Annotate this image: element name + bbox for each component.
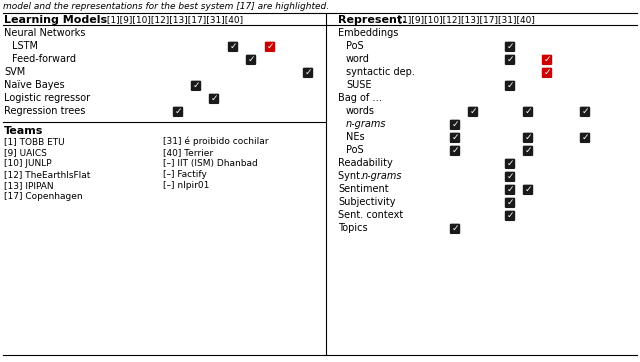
Text: [31] é proibido cochilar: [31] é proibido cochilar (163, 137, 269, 147)
Text: [1][9][10][12][13][17][31][40]: [1][9][10][12][13][17][31][40] (104, 15, 243, 24)
FancyBboxPatch shape (580, 107, 590, 117)
Text: syntactic dep.: syntactic dep. (346, 67, 415, 77)
FancyBboxPatch shape (450, 132, 460, 143)
FancyBboxPatch shape (265, 42, 275, 52)
FancyBboxPatch shape (450, 120, 460, 130)
Text: Readability: Readability (338, 158, 393, 168)
Text: ✓: ✓ (524, 185, 532, 194)
FancyBboxPatch shape (505, 172, 515, 182)
FancyBboxPatch shape (505, 198, 515, 208)
Text: ✓: ✓ (506, 81, 514, 90)
Text: ✓: ✓ (506, 55, 514, 64)
Text: ✓: ✓ (451, 224, 459, 233)
Text: ✓: ✓ (524, 133, 532, 142)
Text: ✓: ✓ (524, 146, 532, 155)
Text: ✓: ✓ (451, 133, 459, 142)
FancyBboxPatch shape (505, 55, 515, 65)
Text: LSTM: LSTM (12, 41, 38, 51)
FancyBboxPatch shape (450, 224, 460, 234)
Text: ✓: ✓ (543, 55, 551, 64)
Text: ✓: ✓ (506, 159, 514, 168)
Text: ✓: ✓ (506, 185, 514, 194)
Text: word: word (346, 54, 370, 64)
FancyBboxPatch shape (542, 55, 552, 65)
Text: SUSE: SUSE (346, 80, 371, 90)
Text: Logistic regressor: Logistic regressor (4, 93, 90, 103)
FancyBboxPatch shape (505, 159, 515, 169)
Text: Bag of …: Bag of … (338, 93, 382, 103)
FancyBboxPatch shape (523, 146, 533, 156)
Text: Teams: Teams (4, 126, 44, 136)
FancyBboxPatch shape (523, 107, 533, 117)
Text: Sentiment: Sentiment (338, 184, 388, 194)
Text: ✓: ✓ (524, 107, 532, 116)
FancyBboxPatch shape (580, 132, 590, 143)
Text: ✓: ✓ (247, 55, 255, 64)
FancyBboxPatch shape (505, 42, 515, 52)
FancyBboxPatch shape (303, 68, 313, 78)
FancyBboxPatch shape (505, 81, 515, 91)
FancyBboxPatch shape (209, 94, 219, 104)
Text: [1] TOBB ETU: [1] TOBB ETU (4, 137, 65, 146)
FancyBboxPatch shape (450, 146, 460, 156)
Text: ✓: ✓ (174, 107, 182, 116)
Text: [13] IPIPAN: [13] IPIPAN (4, 181, 54, 190)
Text: ✓: ✓ (469, 107, 477, 116)
Text: PoS: PoS (346, 145, 364, 155)
Text: [40] Terrier: [40] Terrier (163, 148, 213, 157)
Text: ✓: ✓ (506, 42, 514, 51)
Text: ✓: ✓ (543, 68, 551, 77)
FancyBboxPatch shape (246, 55, 256, 65)
Text: Topics: Topics (338, 223, 367, 233)
Text: [12] TheEarthIsFlat: [12] TheEarthIsFlat (4, 170, 90, 179)
Text: ✓: ✓ (266, 42, 274, 51)
FancyBboxPatch shape (523, 132, 533, 143)
Text: Feed-forward: Feed-forward (12, 54, 76, 64)
Text: Synt.: Synt. (338, 171, 366, 181)
FancyBboxPatch shape (505, 185, 515, 195)
FancyBboxPatch shape (468, 107, 478, 117)
Text: ✓: ✓ (192, 81, 200, 90)
Text: PoS: PoS (346, 41, 364, 51)
Text: Naïve Bayes: Naïve Bayes (4, 80, 65, 90)
Text: Sent. context: Sent. context (338, 210, 403, 220)
FancyBboxPatch shape (505, 211, 515, 221)
Text: ✓: ✓ (451, 120, 459, 129)
Text: Regression trees: Regression trees (4, 106, 85, 116)
Text: ✓: ✓ (229, 42, 237, 51)
Text: ✓: ✓ (506, 198, 514, 207)
Text: words: words (346, 106, 375, 116)
FancyBboxPatch shape (542, 68, 552, 78)
Text: Embeddings: Embeddings (338, 28, 398, 38)
Text: [10] JUNLP: [10] JUNLP (4, 159, 52, 168)
Text: Represent.: Represent. (338, 15, 406, 25)
Text: NEs: NEs (346, 132, 365, 142)
FancyBboxPatch shape (228, 42, 238, 52)
Text: ✓: ✓ (451, 146, 459, 155)
FancyBboxPatch shape (173, 107, 183, 117)
Text: n-grams: n-grams (362, 171, 403, 181)
Text: ✓: ✓ (304, 68, 312, 77)
Text: n-grams: n-grams (346, 119, 387, 129)
Text: [9] UAICS: [9] UAICS (4, 148, 47, 157)
Text: SVM: SVM (4, 67, 25, 77)
FancyBboxPatch shape (523, 185, 533, 195)
Text: ✓: ✓ (211, 94, 218, 103)
Text: model and the representations for the best system [17] are highlighted.: model and the representations for the be… (3, 2, 329, 11)
Text: [–] IIT (ISM) Dhanbad: [–] IIT (ISM) Dhanbad (163, 159, 258, 168)
Text: Neural Networks: Neural Networks (4, 28, 85, 38)
Text: [17] Copenhagen: [17] Copenhagen (4, 192, 83, 201)
Text: Subjectivity: Subjectivity (338, 197, 396, 207)
Text: ✓: ✓ (581, 107, 589, 116)
Text: [1][9][10][12][13][17][31][40]: [1][9][10][12][13][17][31][40] (390, 15, 535, 24)
Text: ✓: ✓ (506, 172, 514, 181)
Text: ✓: ✓ (506, 211, 514, 220)
Text: [–] nlpir01: [–] nlpir01 (163, 181, 209, 190)
Text: [–] Factify: [–] Factify (163, 170, 207, 179)
Text: Learning Models: Learning Models (4, 15, 107, 25)
FancyBboxPatch shape (191, 81, 201, 91)
Text: ✓: ✓ (581, 133, 589, 142)
